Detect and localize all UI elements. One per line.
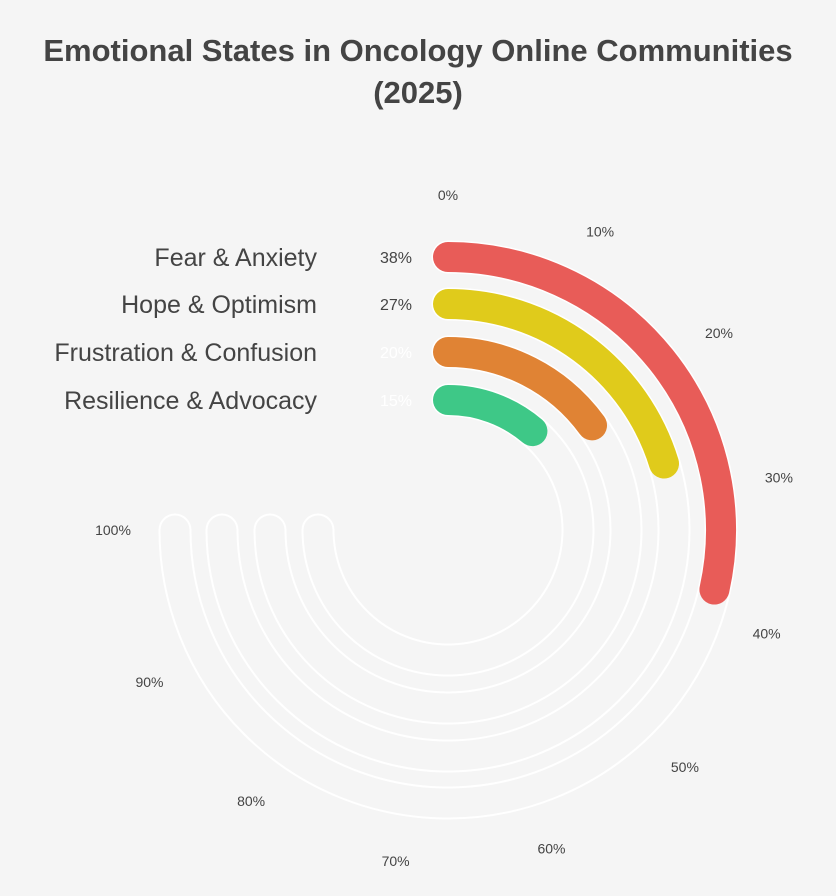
tick-label: 100% xyxy=(95,522,131,538)
tick-label: 10% xyxy=(586,224,614,240)
tick-label: 30% xyxy=(765,470,793,486)
value-label: 38% xyxy=(380,250,412,267)
category-label-layer: Fear & Anxiety Hope & Optimism Frustration… xyxy=(54,244,317,415)
chart-title: Emotional States in Oncology Online Comm… xyxy=(0,30,836,114)
bar-hope-optimism xyxy=(433,289,680,479)
category-label: Frustration & Confusion xyxy=(54,339,317,367)
tick-label: 20% xyxy=(705,325,733,341)
chart-title-main: Emotional States in Oncology Online Comm… xyxy=(43,33,793,68)
tick-label: 90% xyxy=(135,674,163,690)
tick-label: 40% xyxy=(753,626,781,642)
bar-layer xyxy=(433,242,736,605)
tick-label: 0% xyxy=(438,187,458,203)
value-label-layer: 38% 27% 20% 15% xyxy=(380,250,412,410)
value-label: 20% xyxy=(380,345,412,362)
value-label: 27% xyxy=(380,297,412,314)
bar-frustration-confusion xyxy=(433,337,608,441)
tick-label: 70% xyxy=(382,853,410,869)
tick-label: 50% xyxy=(671,759,699,775)
tick-label: 80% xyxy=(237,793,265,809)
category-label: Resilience & Advocacy xyxy=(64,387,317,415)
tick-label: 60% xyxy=(537,841,565,857)
category-label: Fear & Anxiety xyxy=(154,244,317,272)
category-label: Hope & Optimism xyxy=(121,291,317,319)
bar-fear-anxiety xyxy=(433,242,736,605)
bar-resilience-advocacy xyxy=(433,385,548,447)
value-label: 15% xyxy=(380,393,412,410)
chart-subtitle: (2025) xyxy=(373,75,463,110)
tick-label-layer: 0% 10% 20% 30% 40% 50% 60% 70% 80% 90% 100% xyxy=(95,187,793,869)
